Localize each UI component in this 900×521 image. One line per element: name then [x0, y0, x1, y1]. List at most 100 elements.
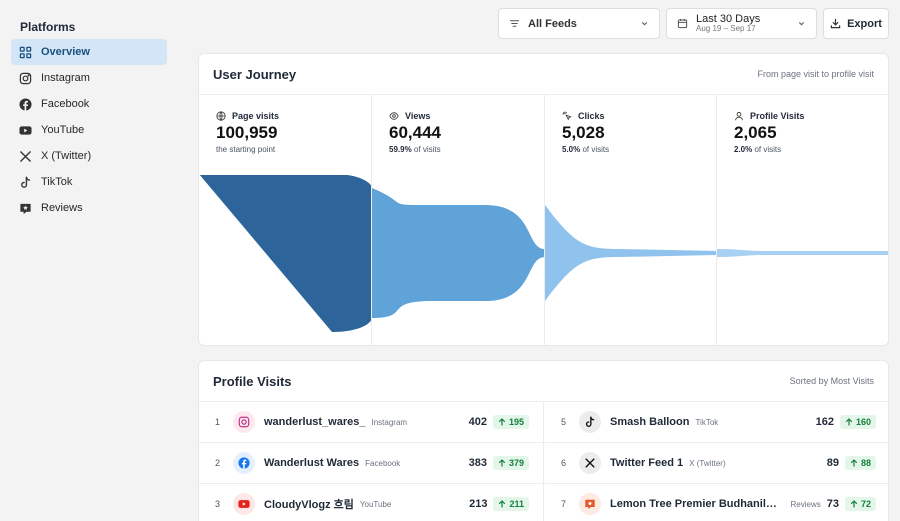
stage-views: Views 60,444 59.9% of visits: [372, 95, 545, 345]
facebook-icon: [19, 97, 32, 111]
platform-name: Facebook: [365, 458, 401, 468]
chevron-down-icon: [798, 22, 805, 26]
arrow-up-icon: [498, 459, 506, 467]
list-item[interactable]: 6 Twitter Feed 1 X (Twitter) 89 88: [545, 443, 888, 484]
stage-label: Page visits: [216, 111, 279, 121]
list-item[interactable]: 3 CloudyVlogz 흐림 YouTube 213 211: [199, 484, 543, 521]
delta-badge: 195: [492, 415, 529, 429]
profile-name: Wanderlust Wares: [264, 457, 360, 469]
feeds-dropdown[interactable]: All Feeds: [498, 8, 660, 39]
tiktok-icon: [579, 411, 601, 433]
stage-note: 59.9% of visits: [389, 145, 441, 154]
stage-label: Profile Visits: [734, 111, 804, 121]
date-range-label: Last 30 Days: [696, 13, 761, 26]
stage-profile-visits: Profile Visits 2,065 2.0% of visits: [717, 95, 888, 345]
profile-visits-column-right: 5 Smash Balloon TikTok 162 160 6 Twitter…: [545, 402, 888, 521]
stage-label: Clicks: [562, 111, 609, 121]
sidebar-item-label: X (Twitter): [41, 150, 92, 162]
stage-page-visits: Page visits 100,959 the starting point: [199, 95, 372, 345]
list-item[interactable]: 5 Smash Balloon TikTok 162 160: [545, 402, 888, 443]
delta-badge: 379: [492, 456, 529, 470]
date-range-dropdown[interactable]: Last 30 Days Aug 19 – Sep 17: [666, 8, 817, 39]
stage-note: the starting point: [216, 145, 279, 154]
rank: 6: [561, 458, 567, 468]
stage-value: 5,028: [562, 123, 605, 142]
stage-label-text: Profile Visits: [750, 111, 805, 121]
list-item[interactable]: 7 Lemon Tree Premier Budhanilka... Revie…: [545, 484, 888, 521]
stage-label-text: Views: [405, 111, 431, 121]
visit-count: 73: [826, 498, 839, 510]
calendar-icon: [677, 18, 688, 29]
stage-value: 60,444: [389, 123, 441, 142]
delta-value: 195: [508, 417, 524, 427]
stage-pct: 5.0%: [562, 145, 581, 154]
feeds-dropdown-label: All Feeds: [528, 17, 577, 30]
stage-note-text: the starting point: [216, 145, 276, 154]
facebook-icon: [233, 452, 255, 474]
sidebar-item-label: Overview: [41, 46, 90, 58]
export-button[interactable]: Export: [823, 8, 889, 39]
sidebar-item-x-twitter[interactable]: X (Twitter): [11, 143, 167, 169]
sidebar-item-tiktok[interactable]: TikTok: [11, 169, 167, 195]
grid-icon: [19, 46, 32, 59]
rank: 3: [215, 499, 221, 509]
sidebar-item-facebook[interactable]: Facebook: [11, 91, 167, 117]
sidebar: Platforms Overview Instagram Facebook Yo…: [0, 0, 178, 521]
delta-value: 72: [860, 499, 871, 509]
profile-visits-sort[interactable]: Sorted by Most Visits: [789, 376, 874, 386]
platform-name: TikTok: [695, 417, 719, 427]
click-icon: [562, 111, 572, 121]
visit-count: 162: [815, 416, 834, 428]
sidebar-item-label: Facebook: [41, 98, 90, 110]
youtube-icon: [19, 124, 32, 137]
download-icon: [830, 18, 841, 29]
delta-value: 88: [860, 458, 871, 468]
sidebar-list: Overview Instagram Facebook YouTube X (T…: [11, 39, 167, 221]
visit-count: 89: [826, 457, 839, 469]
stage-note-text: of visits: [582, 145, 610, 154]
visit-count: 383: [468, 457, 487, 469]
stage-pct: 2.0%: [734, 145, 753, 154]
user-journey-header: User Journey From page visit to profile …: [199, 54, 888, 95]
stage-pct: 59.9%: [389, 145, 412, 154]
reviews-icon: [579, 493, 601, 515]
profile-visits-header: Profile Visits Sorted by Most Visits: [199, 361, 888, 402]
delta-badge: 211: [493, 497, 529, 511]
profile-name: CloudyVlogz 흐림: [264, 499, 354, 511]
sidebar-item-youtube[interactable]: YouTube: [11, 117, 167, 143]
reviews-icon: [19, 202, 32, 215]
rank: 1: [215, 417, 221, 427]
visit-count: 402: [468, 416, 487, 428]
instagram-icon: [233, 411, 255, 433]
profile-name: Smash Balloon: [610, 416, 690, 428]
stage-note: 2.0% of visits: [734, 145, 804, 154]
profile-visits-title: Profile Visits: [213, 373, 292, 389]
delta-value: 160: [855, 417, 871, 427]
list-item[interactable]: 1 wanderlust_wares_ Instagram 402 195: [199, 402, 543, 443]
journey-stages: Page visits 100,959 the starting point V…: [199, 95, 888, 345]
youtube-icon: [233, 493, 255, 515]
stage-note-text: of visits: [754, 145, 782, 154]
sidebar-item-instagram[interactable]: Instagram: [11, 65, 167, 91]
stage-label-text: Page visits: [232, 111, 280, 121]
stage-note: 5.0% of visits: [562, 145, 609, 154]
platform-name: Instagram: [371, 417, 408, 427]
stage-value: 100,959: [216, 123, 278, 142]
user-icon: [735, 112, 743, 121]
arrow-up-icon: [499, 500, 506, 508]
user-journey-title: User Journey: [213, 66, 297, 82]
arrow-up-icon: [498, 418, 506, 426]
eye-icon: [389, 112, 399, 120]
delta-badge: 72: [844, 497, 876, 511]
sidebar-item-reviews[interactable]: Reviews: [11, 195, 167, 221]
profile-name: Lemon Tree Premier Budhanilka...: [610, 498, 780, 510]
instagram-icon: [19, 72, 32, 85]
list-item[interactable]: 2 Wanderlust Wares Facebook 383 379: [199, 443, 543, 484]
sidebar-item-label: Reviews: [41, 202, 83, 214]
delta-value: 211: [509, 499, 524, 509]
delta-value: 379: [508, 458, 524, 468]
rank: 2: [215, 458, 221, 468]
arrow-up-icon: [850, 459, 858, 467]
stage-note-text: of visits: [413, 145, 441, 154]
sidebar-item-overview[interactable]: Overview: [11, 39, 167, 65]
